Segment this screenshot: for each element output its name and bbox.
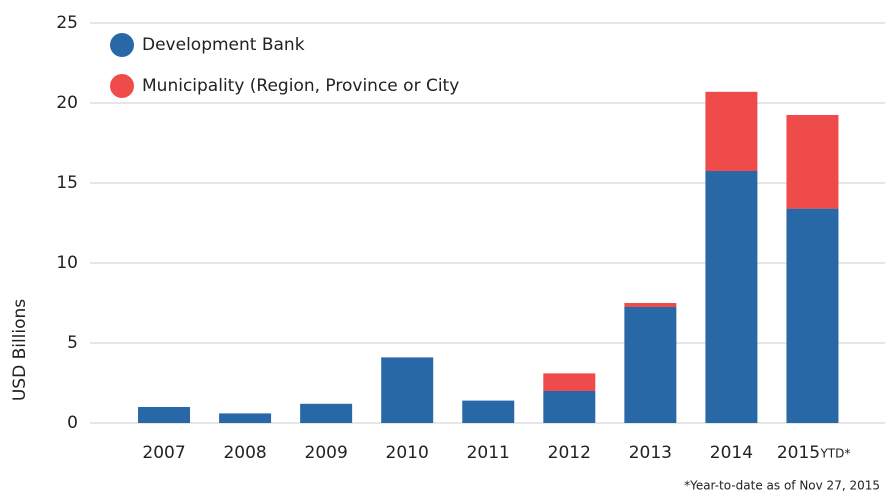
bar-segment: [219, 413, 272, 423]
y-tick-label: 15: [56, 173, 78, 193]
y-tick-label: 10: [56, 253, 78, 273]
bar-segment: [300, 403, 353, 423]
bar-segment: [462, 400, 515, 423]
bar-segment: [786, 115, 839, 209]
bar-segment: [786, 208, 839, 423]
bar-segment: [705, 171, 758, 423]
x-tick-label: 2007: [142, 443, 185, 463]
legend-label: Development Bank: [142, 35, 305, 55]
x-tick-label: 2009: [305, 443, 348, 463]
bar-segment: [543, 373, 596, 391]
x-tick-label: 2008: [223, 443, 266, 463]
footnote: *Year-to-date as of Nov 27, 2015: [684, 479, 880, 493]
y-tick-label: 25: [56, 13, 78, 33]
x-tick-label: 2010: [386, 443, 429, 463]
x-tick-label: 2014: [710, 443, 753, 463]
legend-label: Municipality (Region, Province or City: [142, 76, 459, 96]
y-tick-label: 0: [67, 413, 78, 433]
x-tick-label: 2015: [777, 443, 820, 463]
legend-marker: [110, 33, 134, 57]
y-axis-label: USD Billions: [10, 299, 30, 401]
x-tick-label: 2012: [548, 443, 591, 463]
bar-segment: [705, 91, 758, 171]
y-tick-label: 5: [67, 333, 78, 353]
legend-marker: [110, 74, 134, 98]
bar-segment: [543, 391, 596, 423]
category-note: YTD*: [819, 447, 850, 461]
bar-segment: [624, 303, 677, 307]
bar-segment: [624, 307, 677, 423]
bar-segment: [381, 357, 434, 423]
bar-segment: [138, 407, 191, 423]
x-tick-label: 2013: [629, 443, 672, 463]
y-tick-label: 20: [56, 93, 78, 113]
x-tick-label: 2011: [467, 443, 510, 463]
